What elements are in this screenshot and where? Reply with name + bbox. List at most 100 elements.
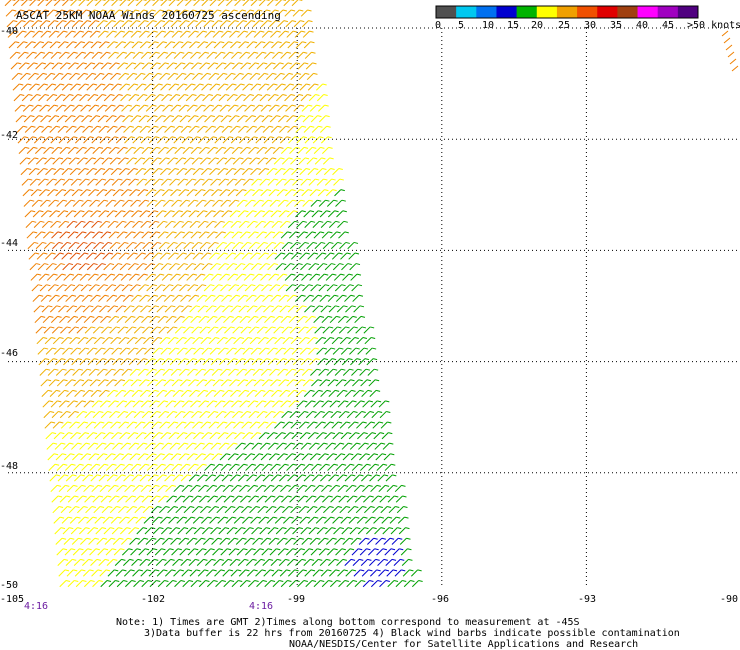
wind-barb — [202, 94, 210, 102]
wind-barb-feather — [303, 231, 308, 234]
wind-barb — [55, 273, 63, 281]
wind-barb — [205, 125, 213, 133]
wind-barb — [191, 242, 199, 250]
wind-barb-feather — [389, 537, 395, 540]
wind-barb — [54, 9, 62, 17]
wind-barb-feather — [56, 136, 62, 139]
wind-barb-feather — [343, 220, 348, 223]
wind-barb-feather — [373, 453, 379, 456]
wind-barb-feather — [136, 284, 141, 287]
wind-barb-feather — [109, 347, 114, 350]
wind-barb — [120, 527, 128, 535]
wind-barb — [239, 485, 247, 493]
wind-barb — [77, 168, 85, 176]
wind-barb-feather — [250, 104, 255, 107]
wind-barb-feather — [307, 9, 312, 12]
wind-barb-feather — [155, 400, 160, 403]
wind-barb — [203, 104, 211, 112]
wind-barb — [101, 73, 109, 81]
wind-barb-feather — [287, 495, 292, 498]
wind-barb — [155, 294, 163, 302]
wind-barb-feather — [105, 220, 111, 223]
wind-barb — [99, 51, 107, 59]
wind-barb — [165, 231, 173, 239]
wind-barb-feather — [113, 474, 118, 477]
wind-barb-feather — [223, 72, 228, 75]
wind-barb — [244, 20, 252, 28]
wind-barb-feather — [177, 20, 182, 23]
wind-barb-feather — [24, 51, 29, 54]
wind-barb — [317, 94, 325, 102]
wind-barb-feather — [314, 263, 320, 266]
wind-barb — [112, 104, 121, 112]
wind-barb-feather — [138, 305, 143, 308]
wind-barb-feather — [270, 315, 275, 318]
wind-barb-feather — [253, 389, 258, 392]
wind-barb-feather — [197, 326, 203, 329]
wind-barb — [307, 168, 315, 176]
wind-barb — [51, 147, 59, 155]
wind-barb — [285, 284, 293, 292]
wind-barb-feather — [218, 284, 223, 287]
wind-barb-feather — [208, 347, 213, 350]
wind-barb-feather — [174, 167, 179, 170]
wind-barb-feather — [97, 305, 102, 308]
wind-barb — [303, 558, 311, 567]
wind-barb — [316, 83, 324, 91]
wind-barb-feather — [285, 474, 290, 477]
wind-barb-feather — [237, 220, 242, 223]
wind-barb — [183, 157, 191, 165]
wind-barb — [350, 358, 358, 366]
wind-barb-feather — [70, 537, 75, 540]
wind-barb-feather — [352, 315, 357, 318]
wind-barb — [244, 104, 252, 112]
wind-barb — [150, 411, 158, 419]
wind-barb — [96, 537, 104, 545]
wind-barb — [199, 62, 207, 70]
wind-barb-feather — [110, 9, 115, 12]
wind-barb-feather — [276, 115, 281, 118]
wind-barb-feather — [157, 157, 162, 160]
wind-barb — [391, 537, 399, 545]
wind-barb — [280, 580, 288, 588]
wind-barb-feather — [318, 210, 323, 213]
wind-barb — [255, 569, 263, 577]
wind-barb-feather — [146, 389, 151, 392]
wind-barb — [19, 73, 27, 81]
wind-barb-feather — [371, 337, 376, 339]
wind-barb — [132, 400, 140, 408]
wind-barb — [72, 368, 80, 376]
wind-barb-feather — [234, 284, 240, 287]
wind-barb-feather — [354, 252, 360, 255]
wind-barb-feather — [257, 347, 262, 350]
wind-barb — [80, 548, 89, 556]
wind-barb — [358, 442, 366, 450]
wind-barb-feather — [308, 368, 313, 371]
wind-barb — [189, 389, 197, 397]
wind-barb-feather — [306, 83, 311, 86]
wind-barb-feather — [275, 284, 281, 287]
wind-barb-feather — [263, 410, 268, 413]
wind-barb — [177, 263, 185, 271]
wind-barb-feather — [316, 537, 321, 540]
wind-barb — [23, 115, 31, 123]
wind-barb — [259, 9, 267, 17]
wind-barb — [77, 421, 85, 429]
wind-barb — [83, 485, 91, 493]
wind-barb — [53, 347, 61, 355]
wind-barb-feather — [162, 210, 167, 213]
wind-barb — [147, 210, 155, 218]
wind-barb — [298, 157, 306, 165]
wind-barb — [389, 516, 397, 524]
wind-barb — [77, 506, 85, 514]
wind-barb — [171, 199, 179, 207]
wind-barb — [31, 199, 39, 207]
wind-barb — [157, 400, 165, 408]
wind-barb-feather — [335, 389, 340, 392]
wind-barb-feather — [325, 199, 330, 202]
wind-barb-feather — [356, 358, 361, 361]
wind-barb-feather — [69, 527, 74, 530]
wind-barb-feather — [319, 400, 324, 403]
wind-barb-feather — [201, 368, 207, 371]
wind-barb-feather — [294, 136, 299, 139]
